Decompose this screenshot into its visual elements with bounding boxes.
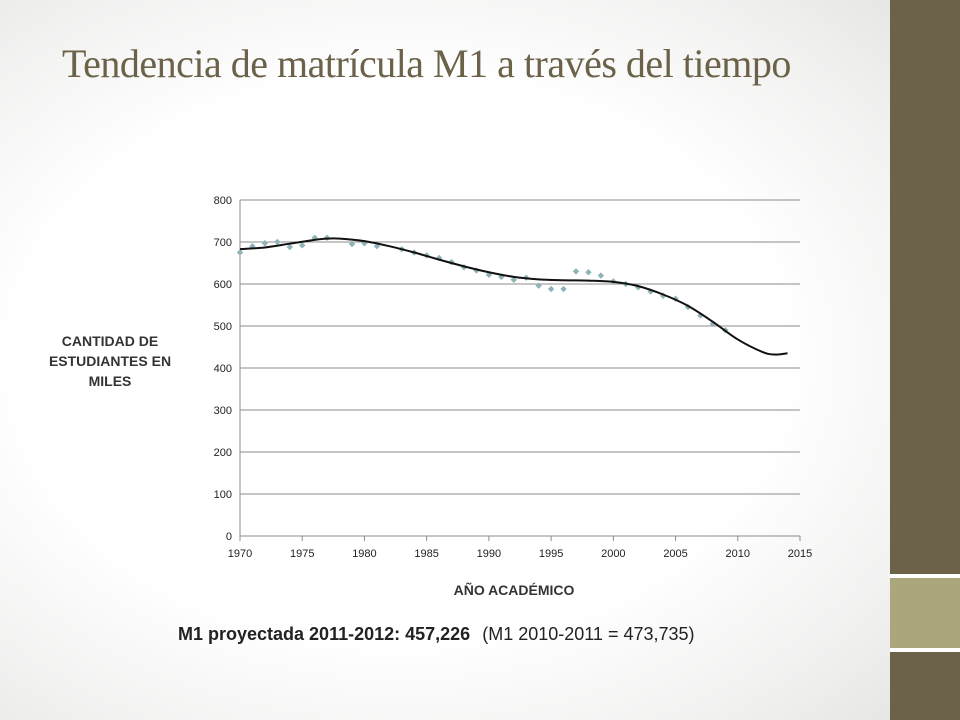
y-tick-label: 400 xyxy=(214,363,232,375)
data-point xyxy=(535,282,542,289)
data-point xyxy=(274,238,281,246)
side-bar-bottom xyxy=(890,652,960,720)
data-point xyxy=(286,243,293,251)
side-bar-top xyxy=(890,0,960,574)
data-point xyxy=(348,240,356,248)
data-point xyxy=(261,240,269,247)
y-tick-label: 100 xyxy=(214,489,232,501)
slide-title: Tendencia de matrícula M1 a través del t… xyxy=(62,41,791,86)
x-axis-label: AÑO ACADÉMICO xyxy=(453,582,575,598)
side-decoration-panel xyxy=(890,0,960,720)
data-point xyxy=(299,242,306,249)
y-axis-label: CANTIDAD DE ESTUDIANTES EN MILES xyxy=(48,333,172,389)
data-point xyxy=(635,284,642,291)
x-tick-label: 2010 xyxy=(726,548,750,560)
x-tick-label: 1985 xyxy=(414,548,438,560)
projection-text: M1 proyectada 2011-2012: 457,226 xyxy=(178,624,471,644)
slide-background xyxy=(0,0,890,720)
x-tick-label: 2005 xyxy=(663,548,687,560)
data-point xyxy=(560,285,567,293)
data-point xyxy=(572,268,580,275)
side-bar-middle xyxy=(890,578,960,648)
data-point xyxy=(547,285,555,293)
x-tick-label: 1980 xyxy=(352,548,376,560)
x-tick-label: 1990 xyxy=(477,548,501,560)
previous-year-text: (M1 2010-2011 = 473,735) xyxy=(482,624,695,644)
data-point xyxy=(585,269,592,276)
data-point xyxy=(510,276,517,283)
y-tick-label: 700 xyxy=(214,237,232,249)
data-point xyxy=(236,249,244,256)
x-tick-label: 2000 xyxy=(601,548,625,560)
x-tick-label: 1995 xyxy=(539,548,563,560)
y-tick-label: 800 xyxy=(214,195,232,207)
y-tick-label: 500 xyxy=(214,321,232,333)
y-tick-label: 300 xyxy=(214,405,232,417)
x-tick-label: 1975 xyxy=(290,548,314,560)
footer-note: M1 proyectada 2011-2012: 457,226 (M1 2010… xyxy=(178,624,858,645)
trendline xyxy=(239,237,788,356)
y-tick-label: 0 xyxy=(226,531,232,543)
enrollment-chart: 0 100 200 300 400 500 600 700 800 1970 1975 1980 198… xyxy=(214,195,813,560)
y-tick-label: 600 xyxy=(214,279,232,291)
side-bar-divider xyxy=(890,574,960,578)
data-point xyxy=(597,272,605,279)
y-tick-label: 200 xyxy=(214,447,232,459)
x-tick-label: 2015 xyxy=(788,548,812,560)
side-bar-divider xyxy=(890,648,960,652)
x-tick-label: 1970 xyxy=(228,548,252,560)
